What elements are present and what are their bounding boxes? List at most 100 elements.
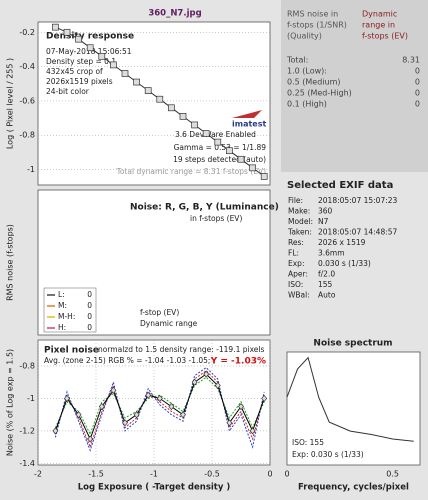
exif-label: FL: — [288, 249, 299, 258]
table-header: RMS noise in — [287, 10, 338, 19]
plot-area — [286, 351, 421, 466]
table-label: 0.1 (High) — [287, 100, 327, 109]
annotation: 19 steps detected (auto) — [173, 155, 266, 164]
data-point — [144, 87, 152, 94]
chart-subtitle: in f-stops (EV) — [190, 214, 242, 223]
exif-label: Taken: — [287, 228, 312, 237]
file-title: 360_N7.jpg — [148, 9, 201, 19]
data-point — [226, 147, 233, 155]
exif-value: 2018:05:07 15:07:23 — [318, 196, 398, 205]
x-tick-label: -1 — [150, 470, 158, 479]
data-point — [214, 381, 221, 390]
data-line — [54, 376, 265, 436]
chart-subtitle: normalzd to 1.5 density range: -119.1 pi… — [98, 345, 264, 354]
table-label: Total: — [286, 56, 308, 65]
exif-label: Make: — [288, 207, 310, 216]
x-tick-label: 0 — [284, 470, 289, 479]
data-line — [286, 356, 414, 442]
y-axis-label: RMS noise (f-stops) — [6, 224, 15, 301]
table-header: f-stops (EV) — [362, 32, 408, 41]
annotation: f-stop (EV) — [140, 308, 179, 317]
chart-title: Noise: R, G, B, Y (Luminance) — [130, 203, 279, 213]
y-tick-label: -0.4 — [19, 62, 35, 71]
table-value: 0 — [415, 100, 420, 109]
legend-label: M-H: — [58, 312, 75, 321]
data-point — [203, 370, 210, 378]
data-point — [249, 164, 256, 172]
data-point — [191, 378, 198, 386]
data-point — [260, 173, 268, 180]
data-point — [63, 28, 71, 36]
annotation: Y = -1.03% — [210, 357, 266, 367]
data-point — [133, 411, 140, 419]
data-point — [52, 427, 59, 435]
data-point — [110, 386, 117, 394]
chart-title: Noise spectrum — [313, 339, 392, 349]
y-tick-label: -1 — [27, 394, 35, 403]
data-point — [237, 155, 245, 163]
exif-label: Exp: — [288, 259, 304, 268]
y-tick-label: -0.6 — [19, 96, 35, 105]
x-axis-label: Frequency, cycles/pixel — [298, 483, 409, 493]
data-point — [145, 391, 152, 399]
annotation: 07-May-2018 15:06:51 — [46, 47, 132, 56]
table-label: 0.25 (Med-High) — [287, 89, 352, 98]
exif-label: Res: — [288, 238, 304, 247]
y-axis-label: Noise (% of Log exp = 1.5) — [6, 349, 15, 456]
annotation: 2026x1519 pixels — [46, 77, 113, 86]
x-axis-label: Log Exposure ( -Target density ) — [78, 483, 231, 493]
exif-value: N7 — [318, 217, 329, 226]
data-point — [87, 435, 94, 443]
annotation: 24-bit color — [46, 87, 90, 96]
exif-label: Model: — [288, 217, 313, 226]
annotation: ISO: 155 — [292, 438, 324, 447]
rms-panel — [281, 0, 428, 172]
table-value: 8.31 — [402, 56, 420, 65]
legend-value: 0 — [87, 312, 92, 321]
annotation: Density step = 0.1 — [46, 57, 116, 66]
chart-title: Density response — [46, 32, 134, 42]
data-point — [238, 403, 244, 411]
annotation: Exp: 0.030 s (1/33) — [292, 450, 364, 459]
data-point — [86, 44, 94, 52]
annotation: 432x45 crop of — [46, 67, 103, 76]
data-point — [133, 78, 140, 86]
table-header: range in — [362, 21, 395, 30]
exif-value: 0.030 s (1/33) — [318, 259, 371, 268]
exif-value: 3.6mm — [318, 249, 345, 258]
data-point — [64, 394, 70, 402]
exif-value: Auto — [318, 291, 336, 300]
data-point — [179, 113, 187, 120]
exif-label: File: — [288, 196, 303, 205]
data-point — [156, 394, 163, 402]
data-point — [122, 419, 128, 427]
x-tick-label: -2 — [34, 470, 42, 479]
data-point — [75, 35, 82, 43]
exif-value: f/2.0 — [318, 270, 335, 279]
annotation: 3.6 DevWare Enabled — [175, 130, 256, 139]
table-header: Dynamic — [362, 10, 397, 19]
data-point — [75, 411, 82, 419]
legend-value: 0 — [87, 290, 92, 299]
data-point — [249, 427, 256, 435]
table-header: (Quality) — [287, 32, 322, 41]
table-value: 0 — [415, 67, 420, 76]
data-point — [156, 95, 164, 103]
exif-value: 2026 x 1519 — [318, 238, 366, 247]
y-axis-label: Log ( Pixel level / 255 ) — [6, 58, 15, 149]
x-tick-label: -0.5 — [204, 470, 220, 479]
x-tick-label: 0 — [267, 470, 272, 479]
data-point — [121, 70, 129, 77]
table-header: f-stops (1/SNR) — [287, 21, 347, 30]
data-point — [98, 403, 105, 411]
legend-label: L: — [58, 290, 65, 299]
legend-value: 0 — [87, 323, 92, 332]
table-label: 1.0 (Low): — [287, 67, 327, 76]
exif-value: 360 — [318, 207, 333, 216]
data-point — [180, 411, 186, 419]
exif-label: Aper: — [288, 270, 308, 279]
exif-title: Selected EXIF data — [287, 180, 393, 191]
exif-label: WBal: — [288, 291, 310, 300]
y-tick-label: -1 — [27, 165, 35, 174]
